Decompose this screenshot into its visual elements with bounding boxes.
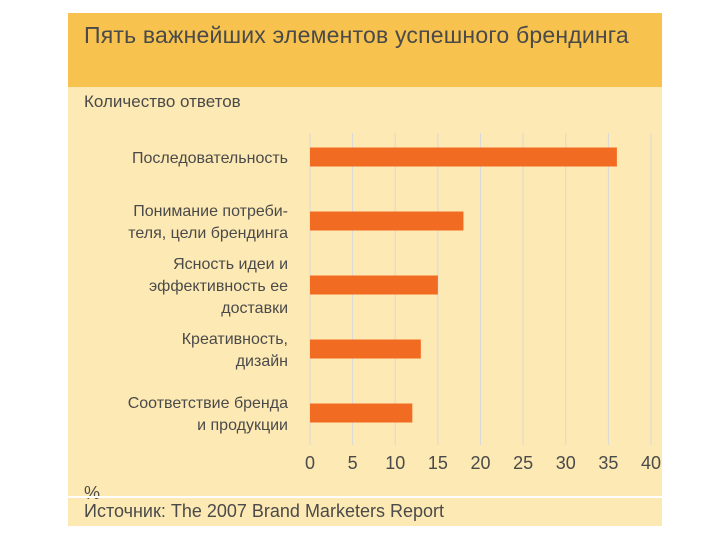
x-tick-label: 35 [598, 453, 618, 473]
category-label: Последовательность [132, 150, 288, 167]
x-tick-label: 25 [513, 453, 533, 473]
x-tick-label: 20 [470, 453, 490, 473]
x-tick-label: 5 [348, 453, 358, 473]
bar [310, 339, 421, 359]
x-tick-label: 15 [428, 453, 448, 473]
category-label-line: теля, цели брендинга [128, 225, 288, 242]
x-tick-label: 10 [385, 453, 405, 473]
chart-header: Пять важнейших элементов успешного бренд… [68, 13, 662, 87]
category-label-line: эффективность ее [149, 278, 288, 295]
chart-panel: Пять важнейших элементов успешного бренд… [68, 13, 662, 526]
bar [310, 147, 617, 167]
category-label-line: Креативность, [182, 331, 288, 348]
bar [310, 211, 464, 231]
category-label-line: доставки [221, 300, 288, 317]
category-label-line: Понимание потреби- [133, 203, 288, 220]
x-tick-label: 0 [305, 453, 315, 473]
category-label: Креативность, дизайн [182, 331, 288, 370]
x-tick-label: 40 [641, 453, 661, 473]
category-label-line: и продукции [197, 417, 288, 434]
category-label-line: Соответствие бренда [128, 395, 288, 412]
chart-subtitle: Количество ответов [84, 92, 241, 111]
category-label: Соответствие бренда и продукции [128, 395, 288, 434]
chart-footer: Источник: The 2007 Brand Marketers Repor… [68, 496, 662, 526]
unit-label: % [84, 483, 101, 503]
chart-title: Пять важнейших элементов успешного бренд… [84, 22, 629, 48]
category-label-line: дизайн [236, 353, 288, 370]
bar [310, 275, 438, 295]
bar [310, 403, 413, 423]
x-tick-label: 30 [556, 453, 576, 473]
category-label-line: Последовательность [132, 150, 288, 167]
category-label: Ясность идеи и эффективность ее доставки [149, 256, 288, 317]
source-note: Источник: The 2007 Brand Marketers Repor… [84, 501, 444, 521]
category-label: Понимание потреби-теля, цели брендинга [128, 203, 288, 242]
category-label-line: Ясность идеи и [173, 256, 288, 273]
